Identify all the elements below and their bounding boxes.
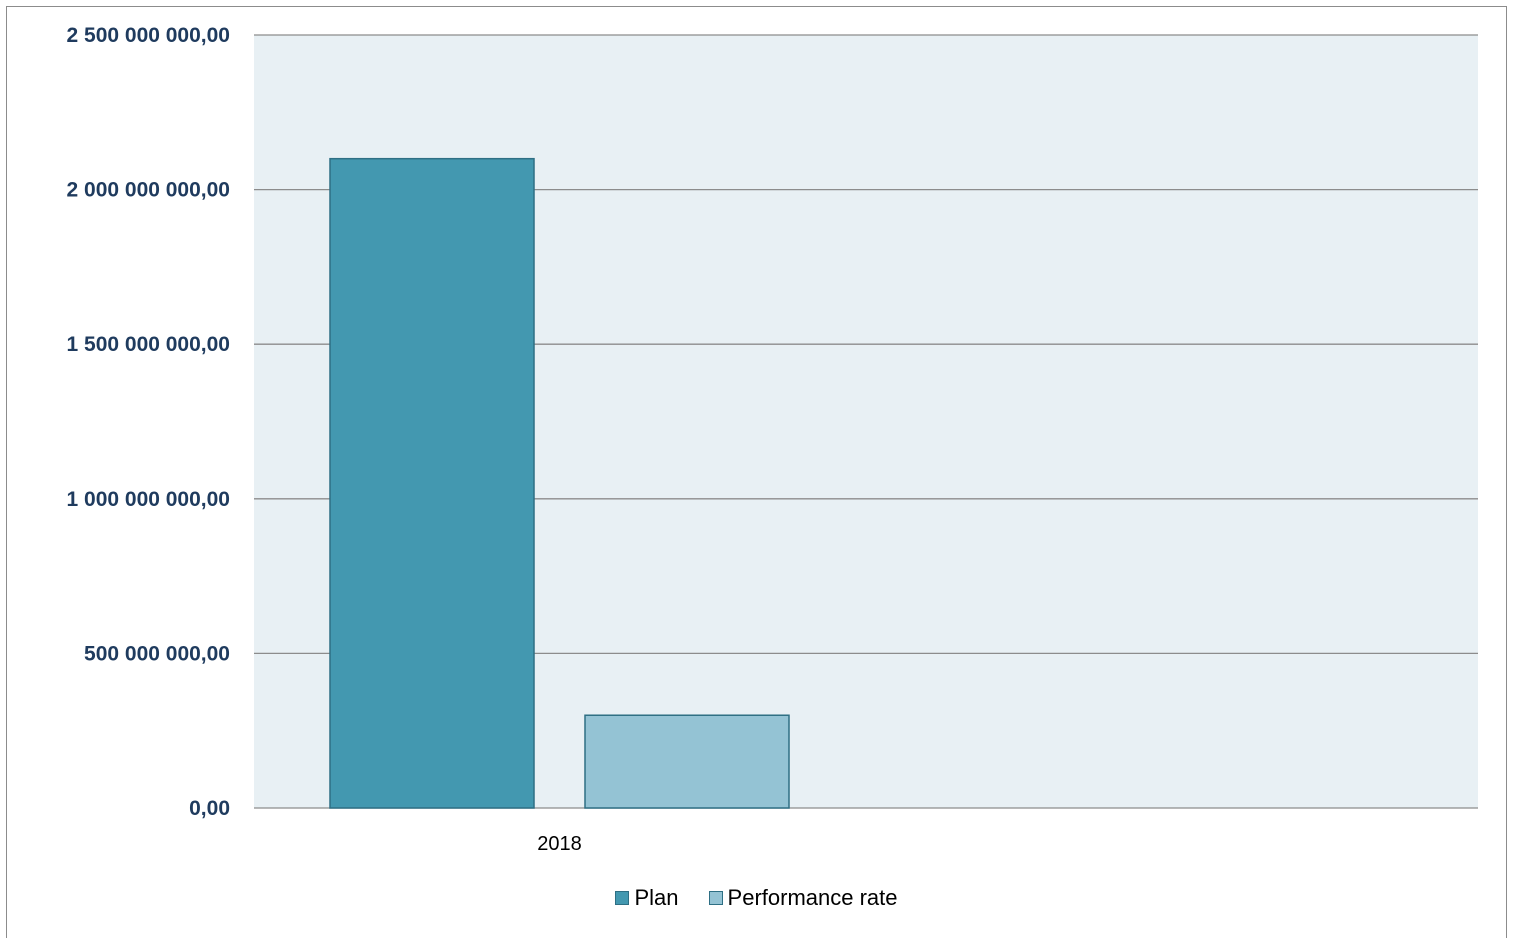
legend-item: Performance rate bbox=[708, 885, 898, 911]
y-axis-tick-labels: 0,00 500 000 000,00 1 000 000 000,00 1 500 … bbox=[67, 24, 231, 820]
y-tick-label: 500 000 000,00 bbox=[84, 642, 230, 665]
y-tick-label: 2 500 000 000,00 bbox=[67, 24, 231, 47]
y-tick-label: 1 000 000 000,00 bbox=[67, 488, 231, 511]
legend: Plan Performance rate bbox=[0, 885, 1513, 911]
x-axis-tick-labels: 2018 bbox=[537, 833, 582, 855]
x-tick-label: 2018 bbox=[537, 833, 582, 855]
legend-swatch bbox=[708, 891, 723, 905]
legend-label: Performance rate bbox=[727, 885, 898, 910]
legend-swatch bbox=[615, 891, 630, 905]
y-tick-label: 0,00 bbox=[189, 797, 230, 820]
bar-plan bbox=[329, 157, 535, 809]
legend-label: Plan bbox=[634, 885, 679, 910]
y-tick-label: 1 500 000 000,00 bbox=[67, 333, 231, 356]
legend-item: Plan bbox=[615, 885, 679, 911]
y-tick-label: 2 000 000 000,00 bbox=[67, 179, 231, 202]
bar-performance-rate bbox=[584, 714, 790, 809]
bars bbox=[329, 157, 790, 809]
